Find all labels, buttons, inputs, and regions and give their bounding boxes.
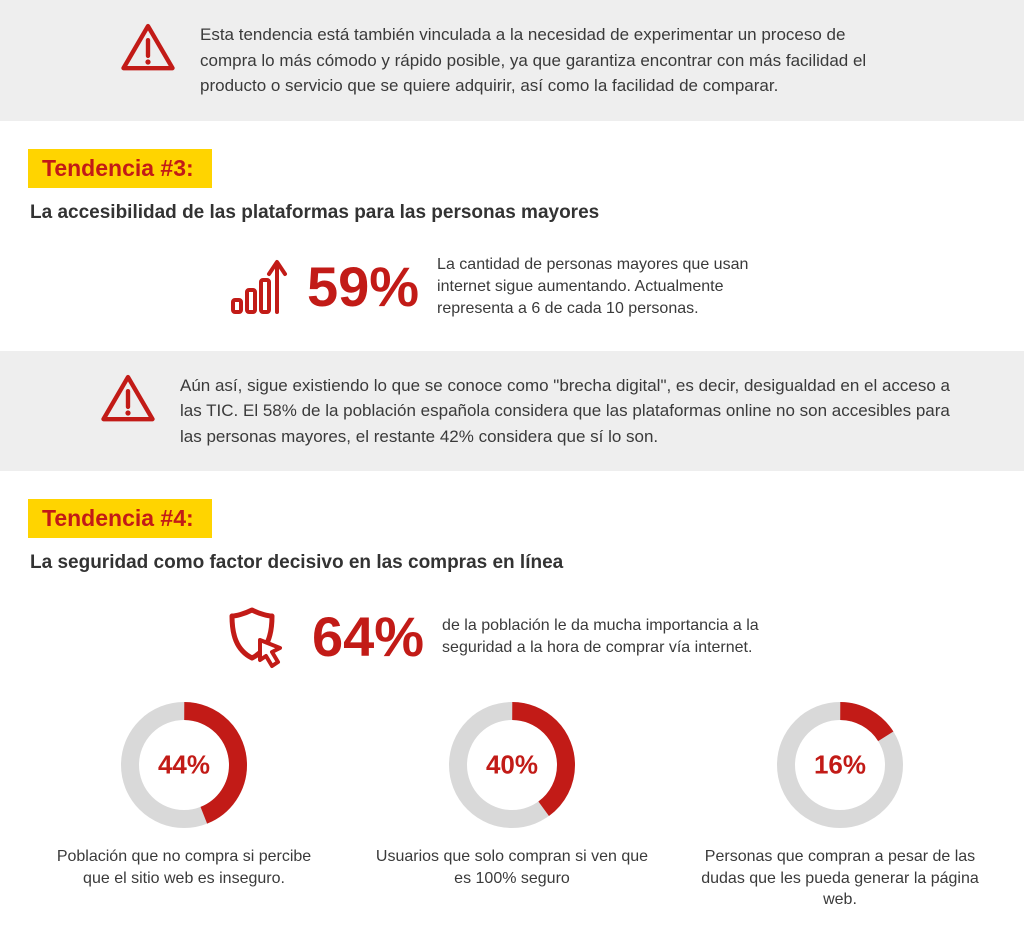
trend-4-desc: de la población le da mucha importancia …	[442, 615, 802, 660]
trend-3-pct: 59%	[307, 259, 419, 315]
donut-item-0: 44% Población que no compra si percibe q…	[44, 700, 324, 911]
donut-item-2: 16% Personas que compran a pesar de las …	[700, 700, 980, 911]
alert-text-2: Aún así, sigue existiendo lo que se cono…	[180, 373, 964, 450]
trend-3-desc: La cantidad de personas mayores que usan…	[437, 254, 797, 321]
donut-label-2: 16%	[814, 750, 866, 781]
warning-triangle-icon	[120, 22, 176, 74]
donut-label-1: 40%	[486, 750, 538, 781]
alert-text-1: Esta tendencia está también vinculada a …	[200, 22, 904, 99]
warning-triangle-icon	[100, 373, 156, 425]
trend-3-subtitle: La accesibilidad de las plataformas para…	[30, 202, 994, 224]
trend-3-section: Tendencia #3: La accesibilidad de las pl…	[0, 121, 1024, 321]
trend-3-stat: 59% La cantidad de personas mayores que …	[30, 254, 994, 321]
donut-label-0: 44%	[158, 750, 210, 781]
shield-cursor-icon	[222, 604, 294, 670]
donut-row: 44% Población que no compra si percibe q…	[0, 700, 1024, 941]
alert-box-2: Aún así, sigue existiendo lo que se cono…	[0, 351, 1024, 472]
donut-caption-1: Usuarios que solo compran si ven que es …	[372, 846, 652, 889]
alert-box-1: Esta tendencia está también vinculada a …	[0, 0, 1024, 121]
donut-caption-0: Población que no compra si percibe que e…	[44, 846, 324, 889]
trend-4-badge: Tendencia #4:	[28, 499, 212, 538]
bars-arrow-up-icon	[227, 256, 289, 318]
trend-4-pct: 64%	[312, 609, 424, 665]
trend-4-stat: 64% de la población le da mucha importan…	[30, 604, 994, 670]
donut-item-1: 40% Usuarios que solo compran si ven que…	[372, 700, 652, 911]
donut-caption-2: Personas que compran a pesar de las duda…	[700, 846, 980, 911]
trend-3-badge: Tendencia #3:	[28, 149, 212, 188]
trend-4-section: Tendencia #4: La seguridad como factor d…	[0, 471, 1024, 670]
trend-4-subtitle: La seguridad como factor decisivo en las…	[30, 552, 994, 574]
